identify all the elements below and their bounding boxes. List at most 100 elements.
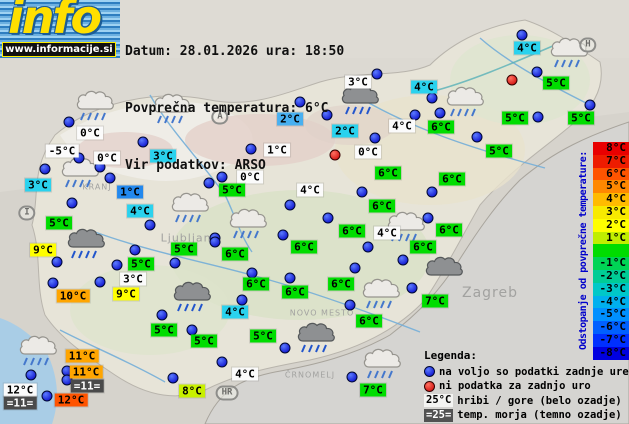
temp-label: 3°C: [120, 272, 146, 286]
country-marker-i: I: [18, 205, 36, 221]
temp-label: 3°C: [25, 178, 51, 192]
cloud-rain-light-icon: [443, 81, 487, 121]
temp-label: 6°C: [243, 277, 269, 291]
station-dot-blue: [284, 272, 296, 284]
temp-label: 11°C: [65, 349, 99, 363]
scale-title: Odstopanje od povprečne temperature:: [578, 151, 589, 351]
temp-label: 5°C: [171, 242, 197, 256]
scale-row: -3°C: [593, 282, 629, 296]
scale-row: -6°C: [593, 320, 629, 334]
scale-row: -5°C: [593, 308, 629, 322]
city-label: ČRNOMELJ: [284, 370, 336, 380]
scale-row: 8°C: [593, 141, 629, 155]
logo: info www.informacije.si: [0, 0, 120, 58]
dot-red-icon: [424, 380, 435, 392]
legend-item: ni podatka za zadnjo uro: [424, 380, 629, 393]
cloud-rain-light-icon: [73, 85, 117, 125]
temp-label: 6°C: [328, 277, 354, 291]
dot-blue-icon: [424, 366, 435, 377]
legend-item-label: hribi / gore (belo ozadje): [457, 394, 622, 407]
station-dot-blue: [94, 276, 106, 288]
scale-row: 6°C: [593, 167, 629, 181]
temp-label: 3°C: [150, 149, 176, 163]
station-dot-blue: [279, 342, 291, 354]
scale-row: -7°C: [593, 333, 629, 347]
temp-label: 6°C: [375, 166, 401, 180]
box-dark-sample: =25=: [424, 408, 454, 422]
station-dot-blue: [47, 277, 59, 289]
station-dot-blue: [349, 262, 361, 274]
temp-label: 6°C: [436, 223, 462, 237]
temp-label: 6°C: [439, 172, 465, 186]
temp-label: 4°C: [411, 80, 437, 94]
temp-label: 5°C: [568, 111, 594, 125]
temp-label: 0°C: [77, 126, 103, 140]
temp-label: 6°C: [356, 314, 382, 328]
scale-row: -8°C: [593, 346, 629, 360]
temp-label: 0°C: [355, 145, 381, 159]
cloud-rain-light-icon: [168, 187, 212, 227]
temp-label: 5°C: [502, 111, 528, 125]
station-dot-blue: [236, 294, 248, 306]
temp-label: 4°C: [514, 41, 540, 55]
station-dot-blue: [321, 109, 333, 121]
station-dot-blue: [426, 186, 438, 198]
legend-item-label: temp. morja (temno ozadje): [457, 409, 622, 421]
temp-label: 2°C: [277, 112, 303, 126]
temp-label: =11=: [70, 379, 104, 393]
station-dot-red: [329, 149, 341, 161]
station-dot-blue: [66, 197, 78, 209]
temp-label: 9°C: [30, 243, 56, 257]
station-dot-blue: [471, 131, 483, 143]
temp-label: 5°C: [219, 183, 245, 197]
city-label: KRANJ: [82, 182, 112, 192]
temp-label: 4°C: [222, 305, 248, 319]
cloud-dark-icon: [422, 251, 466, 291]
station-dot-blue: [104, 172, 116, 184]
station-dot-blue: [369, 132, 381, 144]
legend-item: 25°C hribi / gore (belo ozadje): [424, 394, 629, 407]
legend-item: =25= temp. morja (temno ozadje): [424, 408, 629, 422]
station-dot-blue: [346, 371, 358, 383]
station-dot-blue: [322, 212, 334, 224]
station-dot-blue: [156, 309, 168, 321]
station-dot-blue: [434, 107, 446, 119]
cloud-rain-dark-icon: [294, 317, 338, 357]
logo-url-link[interactable]: www.informacije.si: [2, 42, 116, 57]
station-dot-blue: [397, 254, 409, 266]
station-dot-blue: [422, 212, 434, 224]
station-dot-red: [506, 74, 518, 86]
temp-label: 0°C: [237, 170, 263, 184]
legend: Legenda: na voljo so podatki zadnje ure n…: [424, 349, 629, 423]
temp-label: 5°C: [46, 216, 72, 230]
cloud-rain-dark-icon: [338, 79, 382, 119]
station-dot-blue: [294, 96, 306, 108]
legend-items: na voljo so podatki zadnje ure ni podatka…: [424, 365, 629, 422]
station-dot-blue: [344, 299, 356, 311]
country-marker-hr: HR: [215, 385, 239, 401]
box-white-sample: 25°C: [424, 394, 454, 407]
temp-label: 5°C: [486, 144, 512, 158]
temp-label: 6°C: [369, 199, 395, 213]
temp-label: 6°C: [410, 240, 436, 254]
cloud-rain-dark-icon: [170, 276, 214, 316]
temp-label: 5°C: [543, 76, 569, 90]
cloud-rain-dark-icon: [64, 223, 108, 263]
station-dot-blue: [584, 99, 596, 111]
city-label: NOVO MESTO: [289, 308, 355, 318]
temp-label: =11=: [3, 396, 37, 410]
logo-text: info: [8, 0, 102, 44]
temp-label: 6°C: [222, 247, 248, 261]
country-marker-h: H: [579, 37, 597, 53]
station-dot-blue: [277, 229, 289, 241]
temp-label: 1°C: [117, 185, 143, 199]
station-dot-blue: [532, 111, 544, 123]
temp-label: 10°C: [56, 289, 90, 303]
temp-label: 6°C: [291, 240, 317, 254]
cloud-rain-light-icon: [16, 330, 60, 370]
scale-row: 4°C: [593, 192, 629, 206]
temp-label: 5°C: [191, 334, 217, 348]
station-dot-blue: [409, 109, 421, 121]
legend-item: na voljo so podatki zadnje ure: [424, 365, 629, 378]
scale-row: 2°C: [593, 218, 629, 232]
